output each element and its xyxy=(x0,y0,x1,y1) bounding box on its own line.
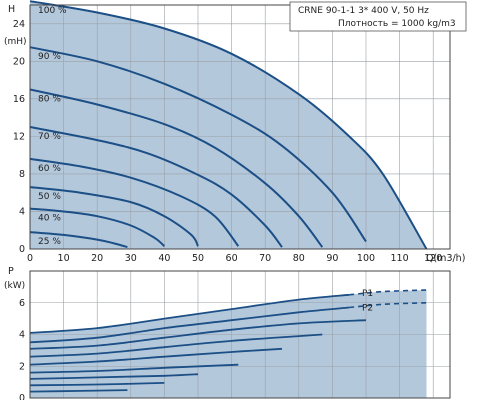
x-tick-label: 80 xyxy=(293,253,305,264)
x-tick-label: 50 xyxy=(192,253,204,264)
x-tick-label: 120 xyxy=(424,253,442,264)
curve-label: 80 % xyxy=(38,94,61,104)
x-tick-label: 0 xyxy=(27,253,33,264)
curve-label: 90 % xyxy=(38,52,61,62)
plot-frame xyxy=(29,4,451,250)
power-curve-line xyxy=(29,373,199,380)
y-tick-label: 0 xyxy=(19,244,25,255)
x-tick-label: 60 xyxy=(226,253,238,264)
power-curve-line xyxy=(29,333,323,358)
curve-label: 50 % xyxy=(38,192,61,202)
head-curve-line xyxy=(29,126,283,248)
power-curve-extension xyxy=(349,289,427,296)
curve-label: 40 % xyxy=(38,214,61,224)
power-curve-line xyxy=(29,382,165,387)
x-tick-label: 100 xyxy=(357,253,375,264)
power-curve-line xyxy=(29,363,239,374)
head-curve-line xyxy=(29,186,199,247)
x-tick-label: 70 xyxy=(259,253,271,264)
chart-title: CRNE 90-1-1 3* 400 V, 50 Hz xyxy=(298,6,429,16)
y-tick-label: 4 xyxy=(19,330,25,341)
head-curve-line xyxy=(29,46,367,243)
curve-label: 25 % xyxy=(38,237,61,247)
y-tick-label: 4 xyxy=(19,206,25,217)
x-tick-label: 90 xyxy=(326,253,338,264)
y-axis-unit: (mH) xyxy=(4,37,27,47)
series-label-p1: P1 xyxy=(362,289,373,299)
head-curve-line xyxy=(29,207,166,247)
power-chart: P1 P2 0 2 4 6 P (kW) xyxy=(4,266,451,400)
curve-label: 100 % xyxy=(38,6,67,16)
chart-subtitle: Плотность = 1000 kg/m3 xyxy=(338,19,456,29)
head-curve-line xyxy=(29,157,240,247)
y-tick-label: 2 xyxy=(19,361,25,372)
y-axis-unit: (kW) xyxy=(4,281,25,291)
x-tick-label: 30 xyxy=(125,253,137,264)
y-tick-label: 12 xyxy=(13,131,25,142)
curve-label: 60 % xyxy=(38,164,61,174)
series-label-p2: P2 xyxy=(362,304,373,314)
power-curve-line xyxy=(29,293,350,334)
head-curve-line xyxy=(29,88,324,248)
x-tick-label: 20 xyxy=(91,253,103,264)
y-axis-label: P xyxy=(8,266,14,277)
power-curve-line xyxy=(29,306,350,344)
y-tick-label: 16 xyxy=(13,94,25,105)
power-curve-line xyxy=(29,389,128,393)
head-curve-line xyxy=(29,231,128,249)
y-tick-label: 8 xyxy=(19,169,25,180)
head-curve-line xyxy=(29,0,428,250)
y-tick-label: 0 xyxy=(19,393,25,400)
x-tick-label: 40 xyxy=(158,253,170,264)
info-box xyxy=(289,1,467,32)
y-tick-label: 20 xyxy=(13,56,25,67)
power-curve-line xyxy=(29,319,367,350)
x-tick-label: 110 xyxy=(391,253,409,264)
head-chart: 100 % 90 % 80 % 70 % 60 % 50 % 40 % 25 % 0 4 8 12 16… xyxy=(4,0,467,264)
x-tick-label: 10 xyxy=(58,253,70,264)
y-tick-label: 24 xyxy=(13,19,25,30)
x-axis-label: Q(m3/h) xyxy=(426,253,465,264)
plot-frame xyxy=(29,270,451,399)
power-curve-line xyxy=(29,347,283,366)
y-tick-label: 6 xyxy=(19,298,25,309)
operating-area xyxy=(30,1,427,250)
curve-label: 70 % xyxy=(38,132,61,142)
power-area xyxy=(30,290,427,398)
power-curve-extension xyxy=(349,302,427,309)
y-axis-label: H xyxy=(8,4,15,15)
